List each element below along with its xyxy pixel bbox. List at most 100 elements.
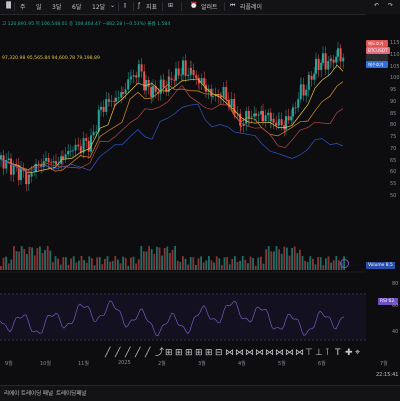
volume-bar bbox=[101, 264, 104, 270]
candle-body bbox=[270, 118, 272, 122]
candle-body bbox=[294, 107, 297, 109]
drawing-tool-icon[interactable]: ╱ bbox=[145, 348, 151, 358]
drawing-tool-icon[interactable]: ⌖ bbox=[355, 348, 361, 358]
rsi-line bbox=[0, 300, 345, 337]
indicator-icon[interactable]: ƒ bbox=[138, 2, 141, 9]
candle-body bbox=[122, 92, 124, 94]
drawing-tool-icon[interactable]: ⊞ bbox=[195, 348, 203, 358]
candle-body bbox=[117, 97, 120, 99]
replay-icon[interactable]: ⏮ bbox=[230, 2, 236, 9]
drawing-tool-icon[interactable]: ⤴ bbox=[155, 348, 165, 358]
volume-bar bbox=[114, 256, 117, 270]
candle-body bbox=[335, 56, 338, 63]
volume-bar bbox=[213, 262, 215, 270]
drawing-tool-icon[interactable]: ╱ bbox=[115, 348, 121, 358]
volume-bar bbox=[44, 249, 46, 270]
volume-bar bbox=[31, 247, 33, 270]
price-tick: 50 bbox=[390, 192, 397, 199]
rsi-tick: 80 bbox=[392, 281, 399, 287]
drawing-tool-icon[interactable]: ⋈ bbox=[255, 348, 264, 358]
candle-body bbox=[7, 158, 10, 161]
candle-body bbox=[92, 131, 95, 136]
candle-body bbox=[127, 79, 130, 90]
volume-bar bbox=[62, 257, 65, 270]
candle-body bbox=[187, 74, 190, 76]
volume-bar bbox=[54, 256, 57, 270]
layout-icon[interactable]: ⊞ bbox=[168, 2, 174, 9]
candle-body bbox=[190, 68, 192, 71]
drawing-tool-icon[interactable]: ╱ bbox=[125, 348, 131, 358]
tf-day[interactable]: 일 bbox=[36, 4, 42, 11]
tf-6m[interactable]: 6달 bbox=[72, 4, 82, 11]
volume-bar bbox=[148, 246, 150, 270]
candle-body bbox=[315, 58, 317, 74]
volume-bar bbox=[247, 263, 249, 270]
volume-bar bbox=[88, 256, 91, 270]
candle-body bbox=[272, 118, 275, 123]
price-tick: 75 bbox=[390, 134, 397, 140]
volume-bar bbox=[41, 252, 44, 270]
candle-body bbox=[292, 107, 294, 117]
candle-body bbox=[305, 89, 308, 96]
volume-bar bbox=[236, 261, 239, 270]
trading-panel-tab-2[interactable]: 트레이딩패널 bbox=[56, 391, 87, 397]
drawing-tool-icon[interactable]: ⊤ bbox=[305, 348, 313, 358]
candle-body bbox=[85, 138, 88, 141]
drawing-tool-icon[interactable]: ╱ bbox=[105, 348, 111, 358]
drawing-tool-icon[interactable]: ⋈ bbox=[225, 348, 234, 358]
alert-button[interactable]: 얼러트 bbox=[201, 4, 218, 11]
price-chart[interactable] bbox=[0, 14, 366, 360]
candle-style-icon[interactable]: ⫾ bbox=[124, 2, 126, 9]
drawing-tool-icon[interactable]: ⊞ bbox=[175, 348, 183, 358]
chart-type-icon[interactable]: ▐▌ bbox=[4, 2, 14, 9]
volume-bar bbox=[65, 257, 67, 270]
volume-bar bbox=[296, 253, 299, 270]
drawing-tool-icon[interactable]: ⋈ bbox=[295, 348, 304, 358]
ma-values: 97,320.98 95,565.84 94,600.78 79,198.89 bbox=[2, 56, 100, 61]
volume-bar bbox=[223, 257, 226, 270]
candle-body bbox=[67, 150, 70, 155]
drawing-tool-icon[interactable]: ⋈ bbox=[235, 348, 244, 358]
drawing-tool-icon[interactable]: ⊞ bbox=[205, 348, 213, 358]
volume-bar bbox=[23, 249, 26, 270]
price-tick: 95 bbox=[390, 87, 397, 93]
candle-body bbox=[198, 80, 200, 84]
tf-week[interactable]: 주 bbox=[20, 4, 26, 11]
candle-body bbox=[245, 111, 248, 124]
dropdown-chevron-icon[interactable]: ⌄ bbox=[110, 2, 116, 9]
drawing-tool-icon[interactable]: ✚ bbox=[345, 348, 353, 358]
drawing-tool-icon[interactable]: ⋈ bbox=[265, 348, 274, 358]
volume-bar bbox=[252, 257, 254, 270]
price-tick: 70 bbox=[390, 145, 397, 152]
volume-bar bbox=[187, 264, 189, 270]
volume-value: 8.5 bbox=[385, 263, 393, 268]
undo-icon[interactable]: ↶ bbox=[374, 2, 380, 9]
replay-button[interactable]: 리플레이 bbox=[240, 4, 263, 11]
volume-bar bbox=[49, 250, 52, 270]
candle-body bbox=[120, 92, 123, 98]
drawing-tool-icon[interactable]: ⋈ bbox=[245, 348, 254, 358]
trading-panel-tab[interactable]: 리에이 트레이딩 패널 bbox=[4, 391, 54, 397]
tf-12m[interactable]: 12달 bbox=[92, 4, 106, 11]
drawing-tool-icon[interactable]: ⊞ bbox=[185, 348, 193, 358]
drawing-tool-icon[interactable]: ⊥ bbox=[315, 348, 323, 358]
ma-legend: 97,320.98 95,565.84 94,600.78 79,198.89 bbox=[2, 56, 100, 61]
drawing-tool-icon[interactable]: ⋈ bbox=[275, 348, 284, 358]
volume-bar bbox=[218, 258, 221, 270]
indicators-button[interactable]: 지표 bbox=[146, 4, 158, 11]
candle-body bbox=[275, 122, 278, 126]
drawing-tool-icon[interactable]: ⋈ bbox=[285, 348, 294, 358]
drawing-tool-icon[interactable]: ⊟ bbox=[215, 348, 223, 358]
volume-bar bbox=[293, 246, 296, 270]
drawing-tool-icon[interactable]: ╱ bbox=[135, 348, 141, 358]
candle-body bbox=[177, 68, 180, 76]
tf-3m[interactable]: 3달 bbox=[52, 4, 62, 11]
drawing-tool-icon[interactable]: ⊞ bbox=[165, 348, 173, 358]
volume-bar bbox=[67, 264, 70, 270]
drawing-tool-icon[interactable]: T bbox=[335, 348, 341, 358]
drawing-tool-icon[interactable]: ⊺ bbox=[325, 348, 330, 358]
candle-body bbox=[320, 62, 323, 71]
redo-icon[interactable]: ↷ bbox=[388, 2, 394, 9]
alarm-icon[interactable]: ⏰ bbox=[190, 2, 198, 9]
toolbar-divider bbox=[14, 2, 15, 11]
